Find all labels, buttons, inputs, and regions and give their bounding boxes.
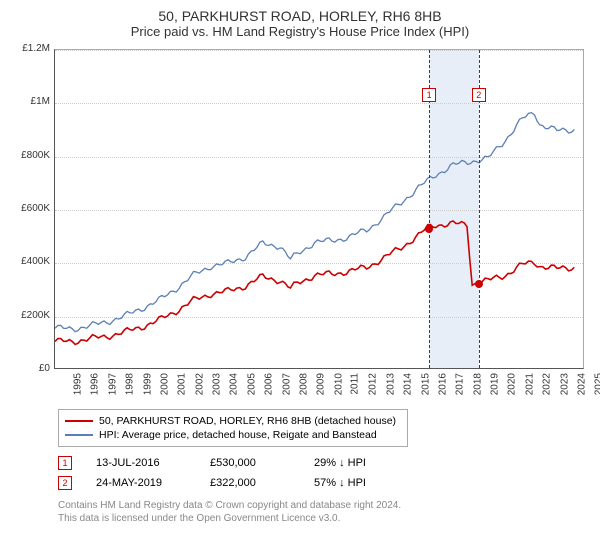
y-axis-label: £0	[12, 363, 50, 374]
x-axis-label: 2015	[420, 373, 431, 395]
attribution: Contains HM Land Registry data © Crown c…	[58, 499, 588, 525]
sale-row: 1 13-JUL-2016 £530,000 29% ↓ HPI	[58, 453, 588, 473]
legend: 50, PARKHURST ROAD, HORLEY, RH6 8HB (det…	[58, 409, 408, 447]
x-axis-label: 2000	[159, 373, 170, 395]
sale-delta: 29% ↓ HPI	[314, 457, 366, 469]
x-axis-label: 2018	[472, 373, 483, 395]
sale-marker-box: 1	[58, 456, 72, 470]
page-subtitle: Price paid vs. HM Land Registry's House …	[12, 24, 588, 39]
sale-price: £530,000	[210, 457, 290, 469]
x-axis-label: 2024	[576, 373, 587, 395]
sale-marker-box: 2	[58, 476, 72, 490]
legend-label: HPI: Average price, detached house, Reig…	[99, 429, 377, 441]
x-axis-label: 2019	[489, 373, 500, 395]
legend-item: 50, PARKHURST ROAD, HORLEY, RH6 8HB (det…	[65, 414, 401, 428]
x-axis-label: 2020	[507, 373, 518, 395]
x-axis-label: 2003	[211, 373, 222, 395]
x-axis-label: 2009	[316, 373, 327, 395]
x-axis-label: 2013	[385, 373, 396, 395]
x-axis-label: 2022	[541, 373, 552, 395]
legend-swatch	[65, 420, 93, 422]
x-axis-label: 2021	[524, 373, 535, 395]
sale-date: 24-MAY-2019	[96, 477, 186, 489]
x-axis-label: 2017	[455, 373, 466, 395]
x-axis-label: 2012	[368, 373, 379, 395]
x-axis-label: 1997	[107, 373, 118, 395]
sale-marker-dot	[425, 225, 433, 233]
sale-marker-box: 1	[422, 88, 436, 102]
sale-date: 13-JUL-2016	[96, 457, 186, 469]
y-axis-label: £800K	[12, 150, 50, 161]
x-axis-label: 2008	[298, 373, 309, 395]
sale-row: 2 24-MAY-2019 £322,000 57% ↓ HPI	[58, 473, 588, 493]
legend-item: HPI: Average price, detached house, Reig…	[65, 428, 401, 442]
y-axis-label: £1M	[12, 96, 50, 107]
sales-table: 1 13-JUL-2016 £530,000 29% ↓ HPI 2 24-MA…	[58, 453, 588, 493]
x-axis-label: 2002	[194, 373, 205, 395]
x-axis-label: 2004	[229, 373, 240, 395]
x-axis-label: 2001	[177, 373, 188, 395]
x-axis-label: 1995	[72, 373, 83, 395]
x-axis-label: 2010	[333, 373, 344, 395]
x-axis-label: 2011	[350, 373, 361, 395]
sale-delta: 57% ↓ HPI	[314, 477, 366, 489]
chart-lines	[55, 50, 583, 368]
attribution-line: This data is licensed under the Open Gov…	[58, 512, 588, 525]
x-axis-label: 2025	[594, 373, 600, 395]
x-axis-label: 1999	[142, 373, 153, 395]
y-axis-label: £200K	[12, 310, 50, 321]
legend-label: 50, PARKHURST ROAD, HORLEY, RH6 8HB (det…	[99, 415, 396, 427]
x-axis-label: 2006	[263, 373, 274, 395]
attribution-line: Contains HM Land Registry data © Crown c…	[58, 499, 588, 512]
x-axis-label: 2014	[402, 373, 413, 395]
x-axis-label: 2005	[246, 373, 257, 395]
x-axis-label: 1998	[124, 373, 135, 395]
price-chart: 12 £0£200K£400K£600K£800K£1M£1.2M 199519…	[12, 45, 588, 405]
x-axis-label: 2016	[437, 373, 448, 395]
y-axis-label: £400K	[12, 256, 50, 267]
x-axis-label: 2007	[281, 373, 292, 395]
plot-area: 12	[54, 49, 584, 369]
series-line	[55, 113, 574, 332]
legend-swatch	[65, 434, 93, 436]
series-line	[55, 221, 574, 344]
y-axis-label: £1.2M	[12, 43, 50, 54]
x-axis-label: 1996	[90, 373, 101, 395]
page-title: 50, PARKHURST ROAD, HORLEY, RH6 8HB	[12, 8, 588, 24]
x-axis-label: 2023	[559, 373, 570, 395]
sale-price: £322,000	[210, 477, 290, 489]
y-axis-label: £600K	[12, 203, 50, 214]
sale-marker-box: 2	[472, 88, 486, 102]
sale-marker-dot	[475, 280, 483, 288]
